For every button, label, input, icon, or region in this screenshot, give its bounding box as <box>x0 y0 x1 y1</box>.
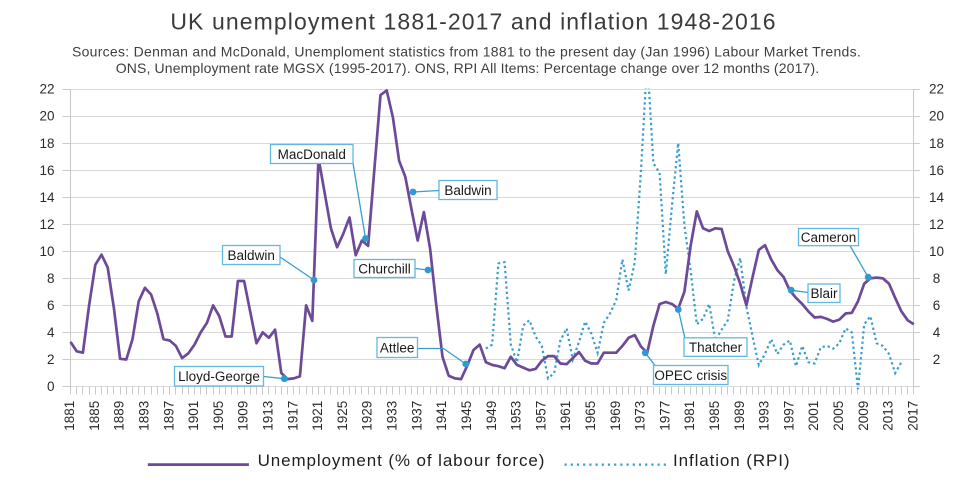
svg-text:1961: 1961 <box>558 401 573 431</box>
svg-text:10: 10 <box>39 244 54 259</box>
svg-text:Blair: Blair <box>810 286 838 301</box>
svg-text:1913: 1913 <box>261 401 276 431</box>
svg-text:MacDonald: MacDonald <box>278 147 346 162</box>
svg-text:1985: 1985 <box>707 401 722 431</box>
svg-text:2009: 2009 <box>856 401 871 431</box>
svg-text:16: 16 <box>929 163 944 178</box>
svg-text:1885: 1885 <box>87 401 102 431</box>
svg-text:16: 16 <box>39 163 54 178</box>
svg-text:1893: 1893 <box>137 401 152 431</box>
svg-text:2: 2 <box>47 352 55 367</box>
svg-text:1909: 1909 <box>236 401 251 431</box>
svg-text:Inflation (RPI): Inflation (RPI) <box>673 451 790 470</box>
svg-text:1889: 1889 <box>112 401 127 431</box>
svg-text:10: 10 <box>929 244 944 259</box>
svg-text:2013: 2013 <box>881 401 896 431</box>
svg-text:22: 22 <box>39 82 54 97</box>
svg-text:12: 12 <box>929 217 944 232</box>
svg-text:6: 6 <box>47 298 55 313</box>
svg-text:1937: 1937 <box>409 401 424 431</box>
svg-text:4: 4 <box>47 325 55 340</box>
svg-text:18: 18 <box>39 136 54 151</box>
svg-text:Attlee: Attlee <box>380 340 415 355</box>
svg-text:1969: 1969 <box>608 401 623 431</box>
svg-text:1957: 1957 <box>533 401 548 431</box>
svg-text:1905: 1905 <box>211 401 226 431</box>
svg-text:1901: 1901 <box>186 401 201 431</box>
svg-text:0: 0 <box>933 379 941 394</box>
svg-text:14: 14 <box>929 190 945 205</box>
svg-text:8: 8 <box>47 271 55 286</box>
svg-text:Cameron: Cameron <box>801 230 857 245</box>
svg-text:4: 4 <box>933 325 941 340</box>
svg-text:20: 20 <box>929 109 944 124</box>
svg-text:ONS, Unemployment rate MGSX (1: ONS, Unemployment rate MGSX (1995-2017).… <box>116 60 820 76</box>
svg-text:14: 14 <box>39 190 55 205</box>
svg-text:1897: 1897 <box>161 401 176 431</box>
svg-text:0: 0 <box>47 379 55 394</box>
svg-text:Unemployment (% of labour forc: Unemployment (% of labour force) <box>258 451 546 470</box>
svg-text:1997: 1997 <box>781 401 796 431</box>
svg-text:20: 20 <box>39 109 54 124</box>
svg-text:18: 18 <box>929 136 944 151</box>
svg-text:1925: 1925 <box>335 401 350 431</box>
svg-text:2005: 2005 <box>831 401 846 431</box>
svg-text:2017: 2017 <box>905 401 920 431</box>
svg-text:UK unemployment 1881-2017 and: UK unemployment 1881-2017 and inflation … <box>170 9 776 35</box>
svg-text:Churchill: Churchill <box>358 261 411 276</box>
svg-text:6: 6 <box>933 298 941 313</box>
svg-text:1933: 1933 <box>385 401 400 431</box>
svg-text:Sources: Denman and McDonald,: Sources: Denman and McDonald, Unemplomen… <box>72 44 861 60</box>
svg-text:1921: 1921 <box>310 401 325 431</box>
svg-text:OPEC crisis: OPEC crisis <box>654 368 727 383</box>
svg-text:1953: 1953 <box>509 401 524 431</box>
svg-text:1993: 1993 <box>757 401 772 431</box>
svg-text:Thatcher: Thatcher <box>689 340 743 355</box>
svg-text:Baldwin: Baldwin <box>444 183 491 198</box>
svg-text:2001: 2001 <box>806 401 821 431</box>
svg-text:1917: 1917 <box>285 401 300 431</box>
svg-text:1941: 1941 <box>434 401 449 431</box>
svg-text:1977: 1977 <box>657 401 672 431</box>
svg-text:1929: 1929 <box>360 401 375 431</box>
svg-text:8: 8 <box>933 271 941 286</box>
svg-text:1949: 1949 <box>484 401 499 431</box>
svg-text:Baldwin: Baldwin <box>228 248 275 263</box>
svg-text:22: 22 <box>929 82 944 97</box>
svg-text:12: 12 <box>39 217 54 232</box>
svg-text:Lloyd-George: Lloyd-George <box>178 369 260 384</box>
svg-text:1981: 1981 <box>682 401 697 431</box>
svg-text:1989: 1989 <box>732 401 747 431</box>
svg-text:1973: 1973 <box>633 401 648 431</box>
svg-text:2: 2 <box>933 352 941 367</box>
svg-text:1965: 1965 <box>583 401 598 431</box>
svg-text:1881: 1881 <box>62 401 77 431</box>
svg-text:1945: 1945 <box>459 401 474 431</box>
